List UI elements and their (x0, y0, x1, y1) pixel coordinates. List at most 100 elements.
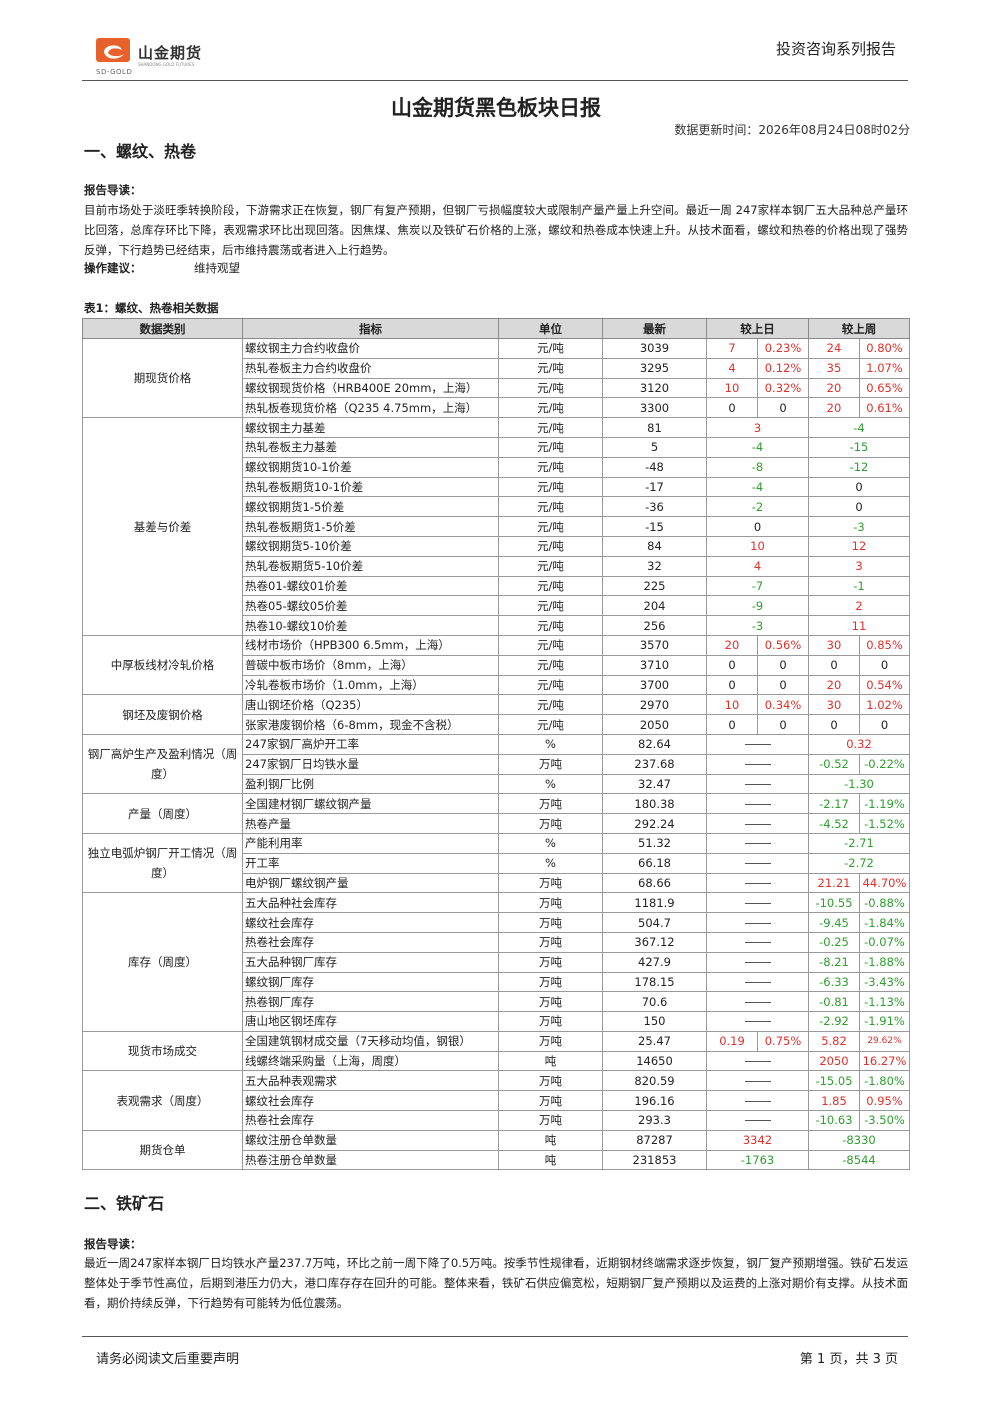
latest-value-cell: -17 (602, 476, 707, 498)
col-header-vs-prev-day: 较上日 (706, 318, 809, 339)
unit-cell: 元/吨 (498, 595, 603, 617)
logo-en-text: SD-GOLD (96, 68, 133, 76)
day-change-cell: -9 (706, 595, 809, 617)
no-data-dash (744, 882, 771, 884)
category-cell: 中厚板线材冷轧价格 (82, 634, 243, 696)
indicator-cell: 全国建筑钢材成交量（7天移动均值，钢银） (242, 1030, 499, 1052)
latest-value-cell: 32 (602, 555, 707, 577)
latest-value-cell: 367.12 (602, 931, 707, 953)
unit-cell: 万吨 (498, 813, 603, 834)
no-data-dash (744, 1061, 771, 1063)
week-change-abs-cell: 2050 (808, 1050, 860, 1072)
disclaimer-link[interactable]: 请务必阅读文后重要声明 (96, 1352, 240, 1367)
indicator-cell: 热卷注册仓单数量 (242, 1149, 499, 1171)
day-change-abs-cell: 20 (706, 634, 758, 656)
indicator-cell: 五大品种钢厂库存 (242, 951, 499, 973)
unit-cell: 万吨 (498, 912, 603, 933)
indicator-cell: 247家钢厂日均铁水量 (242, 753, 499, 775)
indicator-cell: 普碳中板市场价（8mm，上海） (242, 654, 499, 676)
week-change-pct-cell: -1.52% (859, 813, 910, 834)
category-cell: 钢坯及废钢价格 (82, 694, 243, 735)
no-data-dash (744, 803, 771, 805)
latest-value-cell: 84 (602, 535, 707, 557)
latest-value-cell: 3295 (602, 357, 707, 379)
day-change-pct-cell: 0.12% (757, 357, 809, 379)
table-row: 螺纹社会库存 万吨 504.7 -9.45 -1.84% (83, 912, 910, 933)
indicator-cell: 螺纹钢主力基差 (242, 417, 499, 438)
latest-value-cell: 504.7 (602, 912, 707, 933)
week-change-pct-cell: -3.50% (859, 1110, 910, 1131)
table-row: 电炉钢厂螺纹钢产量 万吨 68.66 21.21 44.70% (83, 872, 910, 894)
no-data-dash (744, 922, 771, 924)
table-row: 表观需求（周度） 五大品种表观需求 万吨 820.59 -15.05 -1.80% (82, 1070, 910, 1131)
week-change-pct-cell: 0.65% (859, 377, 910, 399)
week-change-abs-cell: 20 (808, 674, 860, 696)
category-cell: 期货仓单 (82, 1129, 243, 1171)
week-change-abs-cell: 35 (808, 357, 860, 379)
latest-value-cell: 3039 (602, 338, 707, 359)
report-series: 投资咨询系列报告 (775, 40, 896, 58)
latest-value-cell: 204 (602, 595, 707, 617)
indicator-cell: 唐山钢坯价格（Q235） (242, 694, 499, 716)
indicator-cell: 产能利用率 (242, 832, 499, 854)
day-change-cell (706, 991, 809, 1013)
day-change-pct-cell: 0 (757, 654, 809, 676)
category-cell: 表观需求（周度） (82, 1070, 243, 1131)
indicator-cell: 热轧卷板期货10-1价差 (242, 476, 499, 498)
unit-cell: 元/吨 (498, 674, 603, 696)
indicator-cell: 热轧卷板期货1-5价差 (242, 516, 499, 537)
table-row: 热卷注册仓单数量吨 231853 -1763 -8544 (83, 1149, 910, 1171)
unit-cell: 万吨 (498, 971, 603, 993)
day-change-cell: 3 (706, 417, 809, 438)
day-change-abs-cell: 10 (706, 377, 758, 399)
table-row: 库存（周度） 五大品种社会库存 万吨 1181.9 -10.55 -0.88% (82, 892, 910, 1032)
week-change-pct-cell: 0 (859, 714, 910, 735)
category-cell: 独立电弧炉钢厂开工情况（周度） (82, 832, 243, 894)
latest-value-cell: 178.15 (602, 971, 707, 993)
table-row: 247家钢厂日均铁水量 万吨 237.68 -0.52 -0.22% (83, 753, 910, 775)
day-change-cell: -1763 (706, 1149, 809, 1171)
table-row: 钢坯及废钢价格 唐山钢坯价格（Q235） 元/吨 2970 10 0.34% 30 1.02% (82, 694, 910, 735)
latest-value-cell: 3120 (602, 377, 707, 399)
unit-cell: 吨 (498, 1050, 603, 1072)
day-change-cell: -4 (706, 476, 809, 498)
table-row: 产量（周度） 全国建材钢厂螺纹钢产量 万吨 180.38 -2.17 -1.19% (82, 793, 910, 834)
unit-cell: % (498, 733, 603, 755)
table-row: 独立电弧炉钢厂开工情况（周度） 产能利用率% 51.32 -2.71 (82, 832, 910, 894)
unit-cell: % (498, 852, 603, 874)
unit-cell: 元/吨 (498, 694, 603, 716)
latest-value-cell: 196.16 (602, 1090, 707, 1112)
week-change-abs-cell: -6.33 (808, 971, 860, 993)
day-change-pct-cell: 0.34% (757, 694, 809, 716)
unit-cell: 元/吨 (498, 338, 603, 359)
latest-value-cell: 5 (602, 436, 707, 458)
latest-value-cell: 70.6 (602, 991, 707, 1013)
latest-value-cell: 51.32 (602, 832, 707, 854)
latest-value-cell: 3710 (602, 654, 707, 676)
latest-value-cell: 820.59 (602, 1070, 707, 1092)
table-row: 期现货价格 螺纹钢主力合约收盘价 元/吨 3039 7 0.23% 24 0.80% (82, 337, 910, 419)
day-change-abs-cell: 0 (706, 654, 758, 676)
no-data-dash (744, 1080, 771, 1082)
indicator-cell: 热卷钢厂库存 (242, 991, 499, 1013)
unit-cell: 元/吨 (498, 555, 603, 577)
week-change-abs-cell: -4.52 (808, 813, 860, 834)
week-change-cell: -2.72 (808, 852, 910, 874)
indicator-cell: 螺纹社会库存 (242, 912, 499, 933)
no-data-dash (744, 764, 771, 766)
unit-cell: 万吨 (498, 872, 603, 894)
week-change-cell: -2.71 (808, 832, 910, 854)
unit-cell: 元/吨 (498, 535, 603, 557)
no-data-dash (744, 962, 771, 964)
indicator-cell: 线材市场价（HPB300 6.5mm，上海） (242, 634, 499, 656)
latest-value-cell: 66.18 (602, 852, 707, 874)
week-change-abs-cell: 30 (808, 634, 860, 656)
week-change-cell: 11 (808, 615, 910, 636)
day-change-abs-cell: 7 (706, 338, 758, 359)
table-row: 螺纹钢厂库存 万吨 178.15 -6.33 -3.43% (83, 971, 910, 993)
indicator-cell: 螺纹钢期货10-1价差 (242, 456, 499, 478)
header-divider (82, 80, 908, 81)
table-row: 期货仓单 螺纹注册仓单数量吨 87287 3342 -8330 (82, 1129, 910, 1171)
col-header-unit: 单位 (498, 318, 603, 339)
week-change-pct-cell: -0.88% (859, 892, 910, 914)
